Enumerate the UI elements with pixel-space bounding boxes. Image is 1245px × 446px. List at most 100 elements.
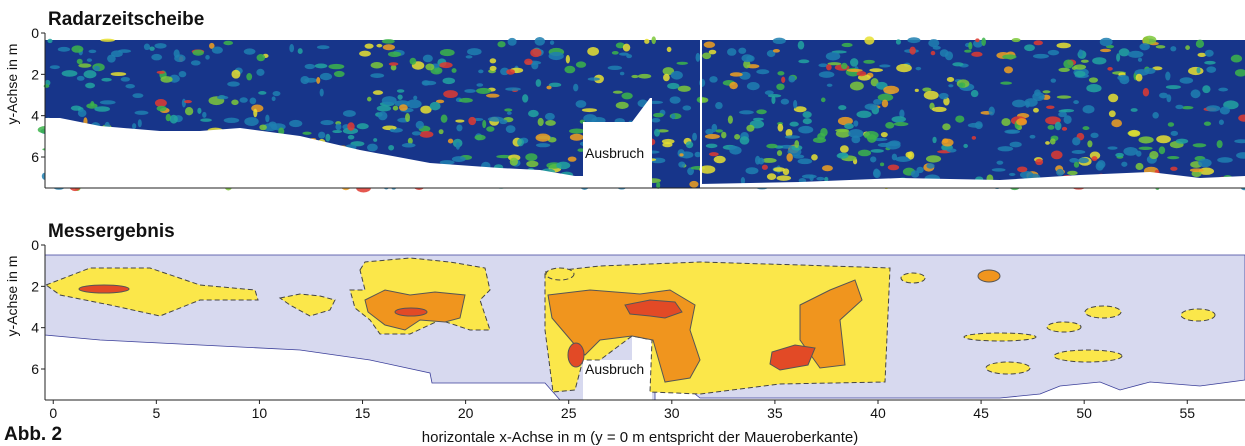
heat-blob [47,39,52,43]
heat-blob [365,44,374,49]
heat-blob [916,67,922,70]
heat-blob [1196,40,1204,48]
heat-blob [257,54,266,61]
heat-blob [410,58,417,65]
heat-blob [407,99,422,108]
x-tick-label: 25 [561,405,577,421]
heat-blob [740,136,750,145]
heat-blob [686,141,693,148]
heat-blob [654,129,660,137]
heat-blob [382,39,395,43]
heat-blob [78,109,87,117]
heat-blob [1168,122,1174,126]
heat-blob [853,120,858,126]
heat-blob [1196,67,1200,73]
heat-blob [709,152,719,156]
heat-blob [71,45,83,52]
heat-blob [77,59,83,64]
heat-blob [989,107,995,116]
heat-blob [1100,38,1113,46]
heat-blob [332,130,342,133]
heat-blob [1082,126,1089,130]
figure: Abb. 2 horizontale x-Achse in m (y = 0 m… [0,0,1245,446]
heat-blob [197,108,201,114]
heat-blob [981,37,986,46]
heat-blob [826,52,840,60]
heat-blob [926,163,934,169]
heat-blob [452,156,466,162]
interpretation-map [45,255,1245,400]
heat-blob [251,105,263,113]
x-tick-label: 20 [458,405,474,421]
heat-blob [570,134,584,141]
heat-blob [1219,120,1224,125]
heat-blob [545,120,556,126]
heat-blob [863,60,875,64]
x-tick-label: 10 [252,405,268,421]
heat-blob [1042,90,1050,93]
heat-blob [822,165,833,171]
heat-blob [678,86,691,92]
x-tick-label: 45 [973,405,989,421]
heat-blob [777,150,782,156]
heat-blob [1035,159,1043,165]
heat-blob [84,70,97,78]
heat-blob [747,82,760,90]
heat-blob [405,113,410,122]
heat-blob [1092,57,1106,64]
x-axis-label: horizontale x-Achse in m (y = 0 m entspr… [422,429,858,446]
heat-blob [739,110,754,114]
heat-blob [705,134,720,139]
heat-blob [413,96,417,100]
heat-blob [702,52,711,59]
heat-blob [773,49,780,53]
heat-blob [867,134,877,143]
heat-blob [1081,60,1089,63]
heat-blob [793,155,804,159]
heat-blob [975,38,979,42]
heat-blob [1090,133,1098,138]
heat-blob [1107,67,1112,71]
heat-blob [1078,49,1082,56]
heat-blob [416,121,424,129]
heat-blob [1188,67,1203,75]
heat-blob [1170,167,1177,171]
heat-blob [1012,100,1026,108]
heat-blob [399,104,408,111]
heat-blob [667,83,679,89]
heat-blob [781,77,785,83]
heat-blob [1138,58,1142,62]
heat-blob [714,156,726,163]
heat-blob [504,108,512,111]
heat-blob [865,104,878,110]
heat-blob [838,105,846,110]
heat-blob [885,122,894,129]
heat-blob [768,94,781,97]
heat-blob [1001,118,1010,126]
heat-blob [185,107,193,115]
heat-blob [125,84,135,88]
heat-blob [785,135,800,139]
heat-blob [1204,121,1211,125]
heat-blob [231,70,240,79]
heat-blob [474,135,485,141]
heat-blob [883,86,899,94]
heat-blob [968,42,972,50]
heat-blob [1108,94,1118,103]
heat-blob [1100,49,1111,52]
heat-blob [556,162,570,170]
heat-blob [1180,77,1194,83]
x-tick-label: 50 [1076,405,1092,421]
heat-blob [317,45,330,49]
y-axis-label: y-Achse in m [4,256,20,337]
heat-blob [608,66,622,70]
heat-blob [1136,151,1142,157]
heat-blob [840,145,849,153]
heat-blob [881,132,888,137]
heat-blob [1062,127,1067,131]
heat-blob [734,134,740,140]
heat-blob [972,136,976,140]
heat-blob [388,51,401,57]
heat-blob [667,47,672,52]
heat-blob [1033,108,1039,113]
